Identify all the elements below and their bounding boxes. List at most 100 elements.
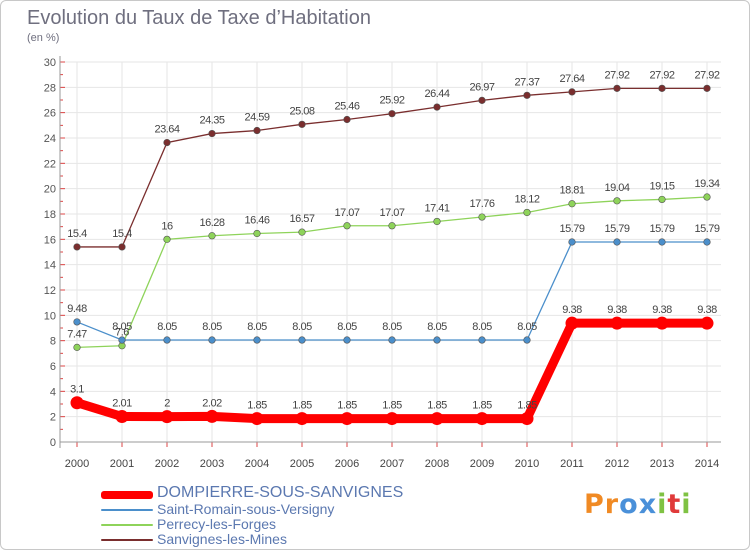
data-point xyxy=(478,336,486,344)
data-point xyxy=(298,120,306,128)
data-point xyxy=(208,129,216,138)
data-point xyxy=(343,222,351,230)
x-tick-label: 2014 xyxy=(695,458,719,470)
y-tick-label: 20 xyxy=(44,184,56,196)
y-tick-label: 6 xyxy=(50,361,56,373)
data-label: 8.05 xyxy=(427,321,447,333)
data-label: 9.48 xyxy=(67,303,87,315)
y-tick-label: 14 xyxy=(44,260,56,272)
data-label: 8.05 xyxy=(472,321,492,333)
data-label: 19.15 xyxy=(649,180,674,192)
logo-letter: x xyxy=(638,489,658,520)
data-point xyxy=(433,217,441,226)
data-label: 15.79 xyxy=(649,223,674,235)
data-point xyxy=(118,336,126,344)
data-label: 26.97 xyxy=(469,81,494,93)
logo-letter: i xyxy=(657,489,668,520)
legend-label: DOMPIERRE-SOUS-SANVIGNES xyxy=(157,484,404,501)
data-point xyxy=(73,318,81,326)
data-label: 8.05 xyxy=(157,321,177,333)
data-label: 7.47 xyxy=(67,328,87,340)
data-label: 16 xyxy=(161,220,173,232)
legend-label: Perrecy-les-Forges xyxy=(157,516,277,532)
data-point xyxy=(523,208,531,217)
y-tick-label: 2 xyxy=(50,412,56,424)
legend-label: Saint-Romain-sous-Versigny xyxy=(157,501,335,517)
data-label: 7.6 xyxy=(115,327,129,339)
x-tick-label: 2000 xyxy=(65,458,89,470)
x-tick-label: 2012 xyxy=(605,458,629,470)
data-label: 17.07 xyxy=(379,207,404,219)
data-label: 8.05 xyxy=(202,321,222,333)
data-point xyxy=(568,200,576,208)
data-point xyxy=(613,197,621,205)
legend-label: Sanvignes-les-Mines xyxy=(157,531,287,547)
data-label: 19.34 xyxy=(694,178,719,190)
data-label: 1.85 xyxy=(337,400,357,412)
x-tick-label: 2005 xyxy=(290,458,314,470)
legend-swatch xyxy=(101,539,153,541)
y-tick-label: 4 xyxy=(50,386,56,398)
data-point xyxy=(253,336,261,344)
data-point xyxy=(163,138,171,147)
data-point xyxy=(523,336,531,344)
x-tick-label: 2013 xyxy=(650,458,674,470)
series-saint-romain-sous-versigny: 9.48 8.05 8.05 8.05 8.05 8.05 8.05 8.05 8.05 8.05… xyxy=(67,223,720,344)
data-point xyxy=(703,84,711,92)
data-label: 18.12 xyxy=(514,193,539,205)
logo-letter: t xyxy=(667,489,682,520)
logo-letter: P xyxy=(584,489,605,520)
data-point xyxy=(433,103,441,111)
data-label: 16.57 xyxy=(289,213,314,225)
data-label: 27.92 xyxy=(604,69,629,81)
data-point xyxy=(343,336,351,344)
data-label: 3.1 xyxy=(70,384,84,396)
data-point xyxy=(658,238,666,246)
data-point xyxy=(253,126,261,135)
y-tick-label: 8 xyxy=(50,336,56,348)
data-label: 17.76 xyxy=(469,198,494,210)
y-tick-label: 18 xyxy=(44,209,56,221)
legend-swatch xyxy=(101,524,153,526)
data-point xyxy=(523,91,531,99)
data-label: 1.85 xyxy=(292,400,312,412)
x-tick-label: 2004 xyxy=(245,458,269,470)
x-tick-label: 2010 xyxy=(515,458,539,470)
data-label: 8.05 xyxy=(247,321,267,333)
data-point xyxy=(475,412,489,426)
x-tick-label: 2011 xyxy=(560,458,584,470)
legend-swatch xyxy=(101,491,153,499)
data-point xyxy=(250,412,264,426)
data-label: 8.05 xyxy=(337,321,357,333)
x-tick-label: 2006 xyxy=(335,458,359,470)
x-tick-label: 2002 xyxy=(155,458,179,470)
data-label: 25.92 xyxy=(379,95,404,107)
data-point xyxy=(208,232,216,240)
y-tick-label: 12 xyxy=(44,285,56,297)
data-label: 15.79 xyxy=(604,223,629,235)
data-point xyxy=(208,336,216,344)
y-tick-label: 30 xyxy=(44,57,56,69)
data-label: 9.38 xyxy=(607,304,627,316)
x-tick-label: 2009 xyxy=(470,458,494,470)
data-point xyxy=(568,88,576,96)
data-point xyxy=(568,238,576,246)
x-tick-label: 2008 xyxy=(425,458,449,470)
y-tick-label: 22 xyxy=(44,158,56,170)
data-label: 15.4 xyxy=(112,228,132,240)
proxiti-logo[interactable]: Proxiti xyxy=(584,489,692,520)
plot-area xyxy=(60,62,721,442)
y-tick-label: 16 xyxy=(44,234,56,246)
data-label: 8.05 xyxy=(517,321,537,333)
data-point xyxy=(388,110,396,118)
data-point xyxy=(163,336,171,344)
chart-subtitle: (en %) xyxy=(27,32,60,44)
data-label: 17.41 xyxy=(424,202,449,214)
data-point xyxy=(613,84,621,92)
data-point xyxy=(118,243,126,251)
data-point xyxy=(298,336,306,344)
data-point xyxy=(385,412,399,426)
logo-letter: i xyxy=(681,489,692,520)
